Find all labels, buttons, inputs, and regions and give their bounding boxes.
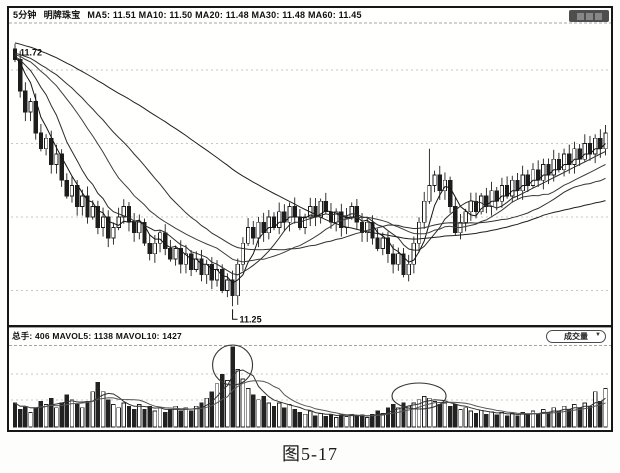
glyph-block [585, 12, 593, 20]
mavol-lines [14, 369, 606, 417]
stock-chart-window: 11.72 11.25 5分钟 明牌珠宝 MA5: 11.51 MA10: 11.50… [7, 6, 613, 432]
volume-indicator-dropdown[interactable]: 成交量 ▼ [546, 330, 606, 343]
volume-readout: 总手: 406 MAVOL5: 1138 MAVOL10: 1427 [12, 331, 182, 341]
ma-readout: MA5: 11.51 MA10: 11.50 MA20: 11.48 MA30:… [87, 10, 362, 20]
candlesticks [12, 43, 608, 307]
volume-highlight-circle [212, 344, 254, 386]
annotations: 11.72 11.25 [20, 48, 447, 410]
glyph-block [576, 12, 584, 20]
low-price-annotation: 11.25 [240, 314, 262, 324]
grid-lines [9, 22, 611, 401]
period-label: 5分钟 [13, 10, 37, 20]
figure-caption: 图5-17 [282, 444, 338, 464]
volume-bars [12, 346, 608, 428]
volume-highlight-ellipse [391, 382, 447, 410]
chart-toolbar: 5分钟 明牌珠宝 MA5: 11.51 MA10: 11.50 MA20: 11.4… [9, 8, 611, 23]
chart-canvas[interactable]: 11.72 11.25 [9, 8, 611, 430]
stock-name: 明牌珠宝 [43, 10, 81, 20]
glyph-block [594, 12, 602, 20]
dark-badge[interactable] [569, 10, 609, 22]
dropdown-label: 成交量 [564, 332, 588, 341]
price-annotation: 11.72 [20, 48, 42, 58]
ma-lines [14, 42, 606, 284]
chevron-down-icon: ▼ [595, 332, 601, 338]
volume-header: 总手: 406 MAVOL5: 1138 MAVOL10: 1427 [9, 328, 611, 344]
